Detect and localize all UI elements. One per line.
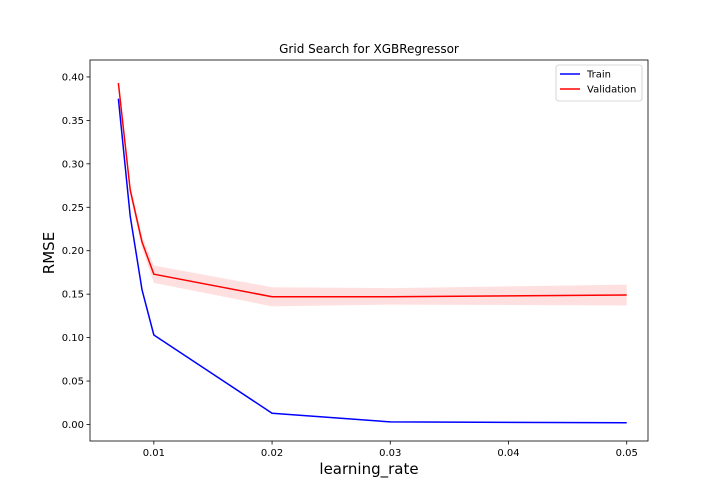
y-tick-label: 0.00 (62, 420, 84, 431)
x-tick-label: 0.01 (143, 448, 165, 459)
y-tick-label: 0.10 (62, 333, 84, 344)
plot-frame (89, 59, 649, 442)
x-tick-label: 0.04 (497, 448, 519, 459)
y-tick-label: 0.20 (62, 246, 84, 257)
x-tick-label: 0.03 (379, 448, 401, 459)
y-axis-label: RMSE (40, 232, 58, 274)
y-tick-label: 0.40 (62, 72, 84, 83)
legend: Train Validation (555, 64, 643, 102)
axes (89, 59, 649, 442)
legend-label-train: Train (586, 70, 611, 81)
series-line-validation (117, 82, 627, 298)
y-axis-ticks: 0.00 0.05 0.10 0.15 0.20 0.25 0.30 0.35 0.40 (62, 72, 90, 431)
series-lines (117, 82, 627, 424)
series-line-train (117, 98, 627, 424)
y-tick-label: 0.30 (62, 159, 84, 170)
series-band-validation (118, 79, 627, 307)
x-tick-label: 0.05 (616, 448, 638, 459)
x-tick-label: 0.02 (261, 448, 283, 459)
x-axis-ticks: 0.01 0.02 0.03 0.04 0.05 (143, 441, 638, 459)
x-axis-label: learning_rate (319, 460, 418, 479)
y-tick-label: 0.25 (62, 203, 84, 214)
y-tick-label: 0.15 (62, 290, 84, 301)
y-tick-label: 0.05 (62, 377, 84, 388)
legend-label-validation: Validation (587, 85, 636, 96)
confidence-bands (118, 79, 627, 307)
y-tick-label: 0.35 (62, 116, 84, 127)
chart-title: Grid Search for XGBRegressor (279, 42, 459, 56)
